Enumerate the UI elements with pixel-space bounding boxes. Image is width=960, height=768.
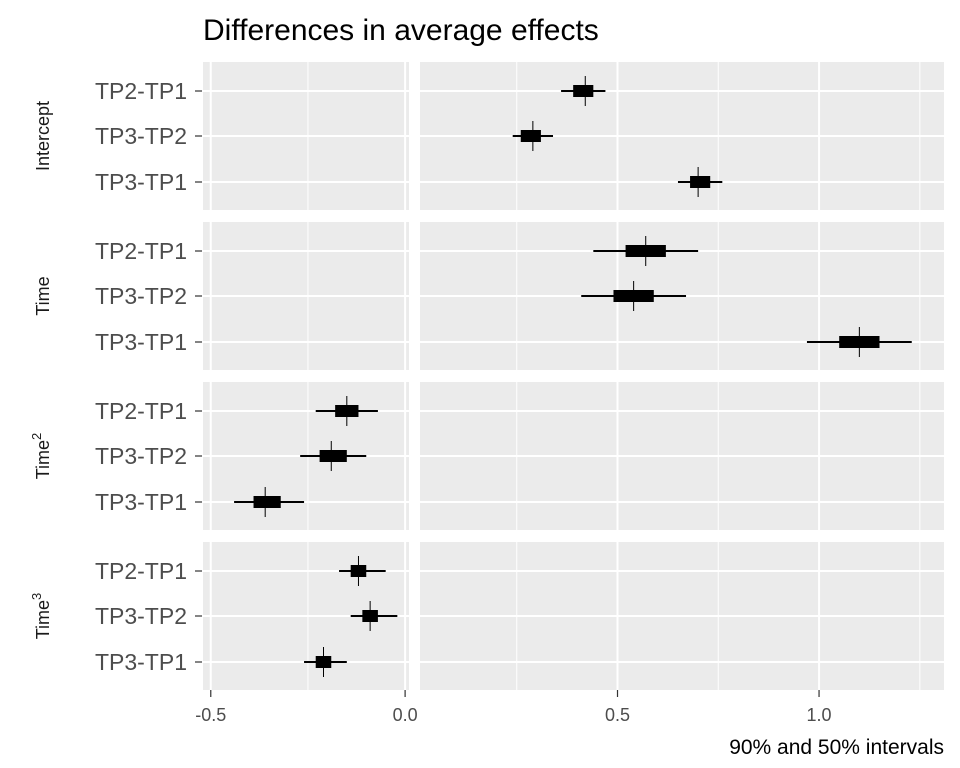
- x-tick-label: 0.0: [393, 705, 418, 725]
- x-axis: -0.5 0.0 0.5 1.0: [195, 690, 832, 725]
- y-tick-label: TP3-TP2: [95, 123, 187, 149]
- x-tick-label: 0.5: [605, 705, 630, 725]
- facet-panel: TP2-TP1 TP3-TP2 TP3-TP1 Time2: [29, 382, 944, 530]
- y-tick-label: TP2-TP1: [95, 238, 187, 264]
- interval-50: [573, 85, 594, 97]
- y-tick-label: TP3-TP1: [95, 329, 187, 355]
- facet-panel: TP2-TP1 TP3-TP2 TP3-TP1 Time3: [29, 542, 944, 690]
- facet-label: Time3: [29, 593, 53, 640]
- y-tick-label: TP2-TP1: [95, 558, 187, 584]
- interval-mark: [234, 487, 305, 517]
- facet-panel: TP2-TP1 TP3-TP2 TP3-TP1 Intercept: [33, 62, 944, 210]
- y-tick-label: TP3-TP2: [95, 283, 187, 309]
- interval-50: [690, 176, 711, 188]
- interval-mark: [315, 396, 378, 426]
- interval-mark: [350, 601, 398, 631]
- interval-mark: [806, 327, 912, 357]
- y-tick-label: TP3-TP1: [95, 489, 187, 515]
- facet-label: Time: [33, 276, 53, 315]
- y-tick-label: TP3-TP2: [95, 603, 187, 629]
- y-tick-label: TP2-TP1: [95, 398, 187, 424]
- interval-mark: [304, 647, 347, 677]
- interval-mark: [512, 121, 554, 151]
- interval-mark: [593, 236, 699, 266]
- interval-mark: [677, 167, 723, 197]
- facet-panel: TP2-TP1 TP3-TP2 TP3-TP1 Time: [33, 222, 944, 370]
- y-tick-label: TP3-TP1: [95, 169, 187, 195]
- y-tick-label: TP3-TP1: [95, 649, 187, 675]
- interval-mark: [339, 556, 386, 586]
- interval-50: [319, 450, 347, 462]
- facet-label: Intercept: [33, 101, 53, 171]
- interval-50: [520, 130, 541, 142]
- x-tick-label: -0.5: [195, 705, 226, 725]
- interval-mark: [561, 76, 606, 106]
- chart-title: Differences in average effects: [203, 14, 599, 47]
- facets: TP2-TP1 TP3-TP2 TP3-TP1 Intercept TP2-TP1 TP3…: [29, 62, 944, 690]
- y-tick-label: TP3-TP2: [95, 443, 187, 469]
- interval-mark: [300, 441, 367, 471]
- facet-label: Time2: [29, 433, 53, 480]
- interval-50: [253, 496, 281, 508]
- interval-mark: [581, 281, 687, 311]
- y-tick-label: TP2-TP1: [95, 78, 187, 104]
- x-tick-label: 1.0: [807, 705, 832, 725]
- chart-caption: 90% and 50% intervals: [729, 736, 944, 759]
